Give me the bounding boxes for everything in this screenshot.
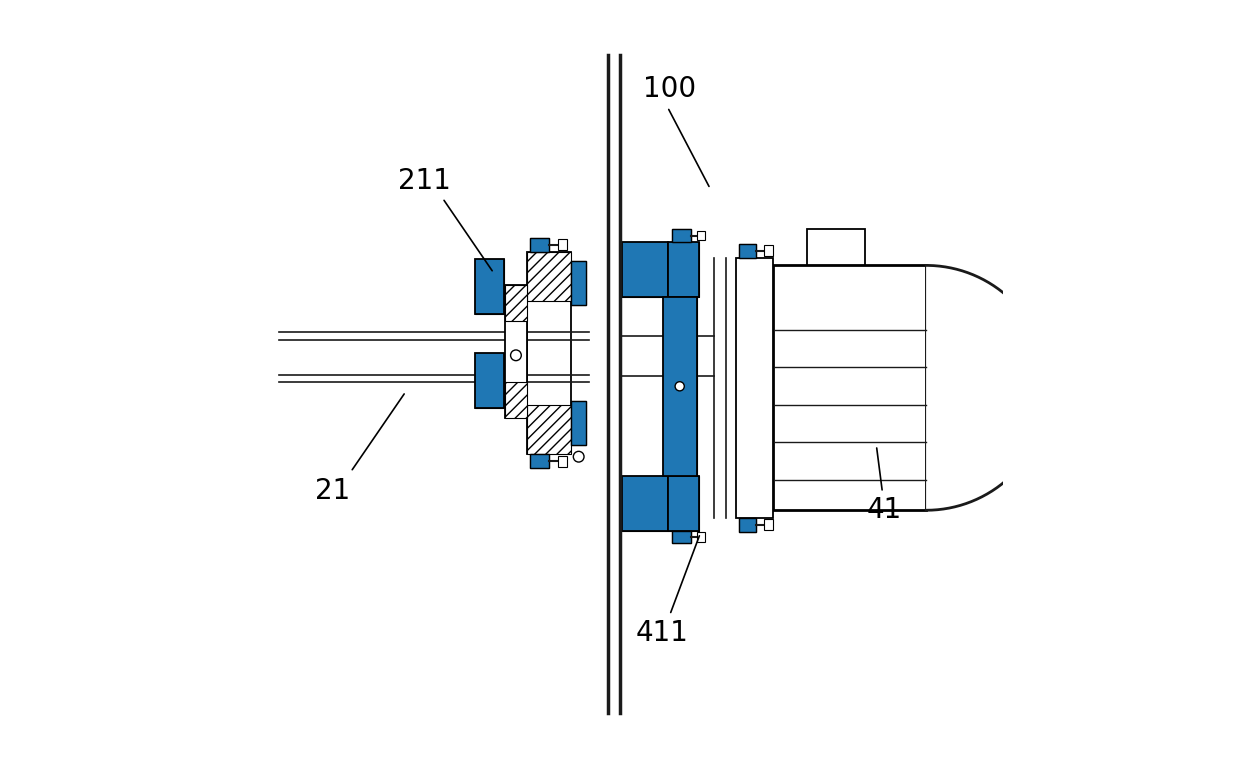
Bar (558, 455, 567, 467)
Bar (739, 244, 756, 258)
Text: 211: 211 (398, 167, 451, 195)
Bar (572, 401, 587, 445)
Bar (505, 284, 527, 321)
Bar (505, 382, 527, 419)
Bar (697, 532, 704, 541)
Bar (672, 230, 691, 242)
Bar (737, 258, 773, 518)
Bar (505, 284, 527, 419)
Text: 21: 21 (315, 477, 351, 505)
Bar (622, 476, 668, 531)
Polygon shape (926, 266, 1049, 510)
Bar (527, 405, 572, 455)
Bar (668, 242, 699, 296)
Bar (672, 531, 691, 543)
Text: 411: 411 (636, 619, 688, 647)
Bar (773, 266, 926, 510)
Bar (622, 242, 668, 296)
Bar (529, 455, 549, 468)
Bar (622, 476, 668, 531)
Bar (475, 259, 503, 313)
Bar (572, 401, 587, 445)
Bar (672, 531, 691, 543)
Bar (475, 353, 503, 409)
Bar (764, 519, 773, 531)
Bar (663, 296, 697, 476)
Bar (572, 261, 587, 305)
Bar (529, 238, 549, 252)
Bar (572, 261, 587, 305)
Circle shape (511, 350, 521, 361)
Bar (558, 239, 567, 250)
Bar (739, 518, 756, 531)
Bar (475, 353, 503, 409)
Circle shape (675, 382, 684, 391)
Bar (529, 238, 549, 252)
Bar (668, 476, 699, 531)
Bar (672, 230, 691, 242)
Bar (475, 259, 503, 313)
Bar (668, 476, 699, 531)
Bar (739, 244, 756, 258)
Bar (527, 252, 572, 455)
Text: 100: 100 (644, 75, 697, 104)
Text: 41: 41 (867, 496, 901, 525)
Bar (739, 518, 756, 531)
Bar (527, 252, 572, 301)
Bar (529, 455, 549, 468)
Bar (807, 229, 864, 266)
Bar (622, 242, 668, 296)
Bar (663, 296, 697, 476)
Bar (668, 242, 699, 296)
Bar (764, 245, 773, 257)
Circle shape (573, 452, 584, 462)
Bar (697, 231, 704, 240)
